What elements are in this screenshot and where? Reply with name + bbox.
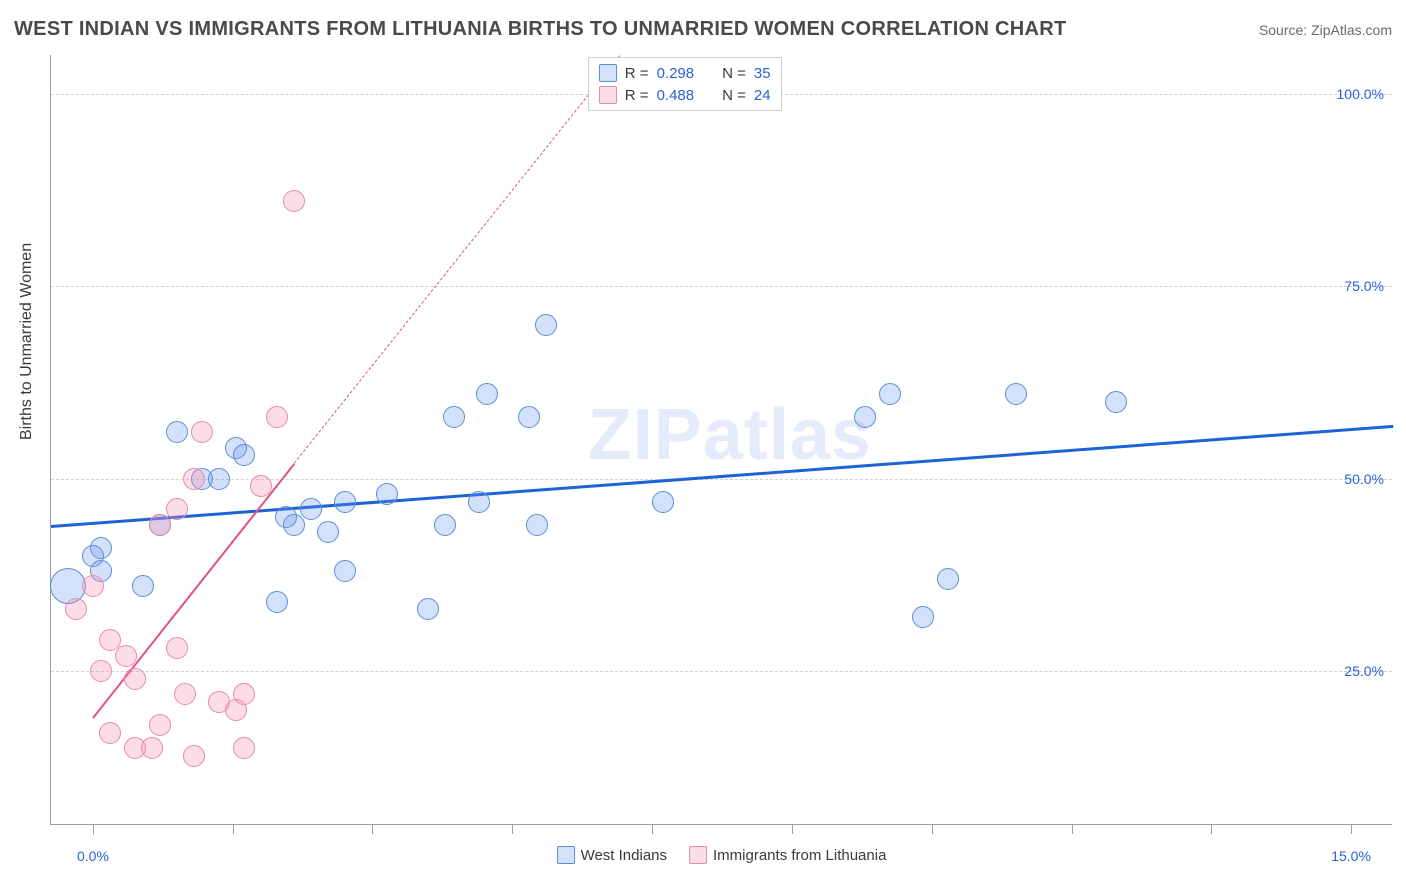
x-tick (1351, 824, 1352, 834)
data-point (250, 475, 272, 497)
x-tick (1072, 824, 1073, 834)
data-point (233, 737, 255, 759)
data-point (82, 575, 104, 597)
stats-row: R = 0.298 N = 35 (599, 62, 771, 84)
data-point (937, 568, 959, 590)
data-point (124, 668, 146, 690)
data-point (99, 722, 121, 744)
data-point (283, 514, 305, 536)
source-label: Source: ZipAtlas.com (1259, 22, 1392, 38)
data-point (166, 637, 188, 659)
data-point (166, 421, 188, 443)
trend-line (51, 425, 1393, 528)
y-axis-title: Births to Unmarried Women (18, 243, 36, 440)
x-tick (93, 824, 94, 834)
data-point (266, 406, 288, 428)
x-tick (372, 824, 373, 834)
legend-label: West Indians (581, 847, 667, 864)
data-point (183, 468, 205, 490)
data-point (208, 468, 230, 490)
data-point (166, 498, 188, 520)
data-point (191, 421, 213, 443)
stat-n-label: N = (722, 65, 746, 82)
data-point (149, 514, 171, 536)
data-point (476, 383, 498, 405)
stats-row: R = 0.488 N = 24 (599, 84, 771, 106)
data-point (879, 383, 901, 405)
data-point (115, 645, 137, 667)
data-point (526, 514, 548, 536)
legend-label: Immigrants from Lithuania (713, 847, 886, 864)
data-point (518, 406, 540, 428)
data-point (334, 560, 356, 582)
data-point (132, 575, 154, 597)
stat-r-value: 0.488 (657, 87, 695, 104)
data-point (283, 190, 305, 212)
data-point (141, 737, 163, 759)
legend-swatch (557, 846, 575, 864)
data-point (1005, 383, 1027, 405)
stat-n-value: 35 (754, 65, 771, 82)
legend-swatch (599, 64, 617, 82)
data-point (183, 745, 205, 767)
x-tick-label: 15.0% (1331, 848, 1371, 864)
stats-box: R = 0.298 N = 35 R = 0.488 N = 24 (588, 57, 782, 111)
data-point (535, 314, 557, 336)
data-point (300, 498, 322, 520)
stat-n-value: 24 (754, 87, 771, 104)
data-point (912, 606, 934, 628)
y-tick-label: 100.0% (1337, 86, 1384, 102)
x-tick-label: 0.0% (77, 848, 109, 864)
chart-title: WEST INDIAN VS IMMIGRANTS FROM LITHUANIA… (14, 18, 1067, 41)
legend-swatch (689, 846, 707, 864)
y-tick-label: 75.0% (1344, 278, 1384, 294)
trend-line (92, 463, 295, 718)
x-tick (233, 824, 234, 834)
data-point (434, 514, 456, 536)
gridline-h (51, 671, 1392, 672)
legend-item: West Indians (557, 846, 667, 864)
x-tick (932, 824, 933, 834)
data-point (417, 598, 439, 620)
data-point (1105, 391, 1127, 413)
y-tick-label: 50.0% (1344, 471, 1384, 487)
watermark: ZIPatlas (588, 394, 872, 476)
data-point (90, 660, 112, 682)
stat-r-value: 0.298 (657, 65, 695, 82)
trend-line (294, 55, 621, 464)
legend: West Indians Immigrants from Lithuania (557, 846, 887, 864)
data-point (266, 591, 288, 613)
data-point (376, 483, 398, 505)
stat-r-label: R = (625, 65, 649, 82)
gridline-h (51, 286, 1392, 287)
data-point (233, 444, 255, 466)
stat-r-label: R = (625, 87, 649, 104)
title-bar: WEST INDIAN VS IMMIGRANTS FROM LITHUANIA… (14, 18, 1392, 41)
plot-area: ZIPatlas 25.0%50.0%75.0%100.0%0.0%15.0%R… (50, 55, 1392, 825)
data-point (443, 406, 465, 428)
data-point (233, 683, 255, 705)
data-point (468, 491, 490, 513)
data-point (652, 491, 674, 513)
legend-item: Immigrants from Lithuania (689, 846, 886, 864)
y-tick-label: 25.0% (1344, 663, 1384, 679)
data-point (334, 491, 356, 513)
x-tick (512, 824, 513, 834)
x-tick (1211, 824, 1212, 834)
x-tick (652, 824, 653, 834)
data-point (149, 714, 171, 736)
data-point (174, 683, 196, 705)
stat-n-label: N = (722, 87, 746, 104)
data-point (90, 537, 112, 559)
legend-swatch (599, 86, 617, 104)
data-point (854, 406, 876, 428)
x-tick (792, 824, 793, 834)
data-point (317, 521, 339, 543)
data-point (65, 598, 87, 620)
